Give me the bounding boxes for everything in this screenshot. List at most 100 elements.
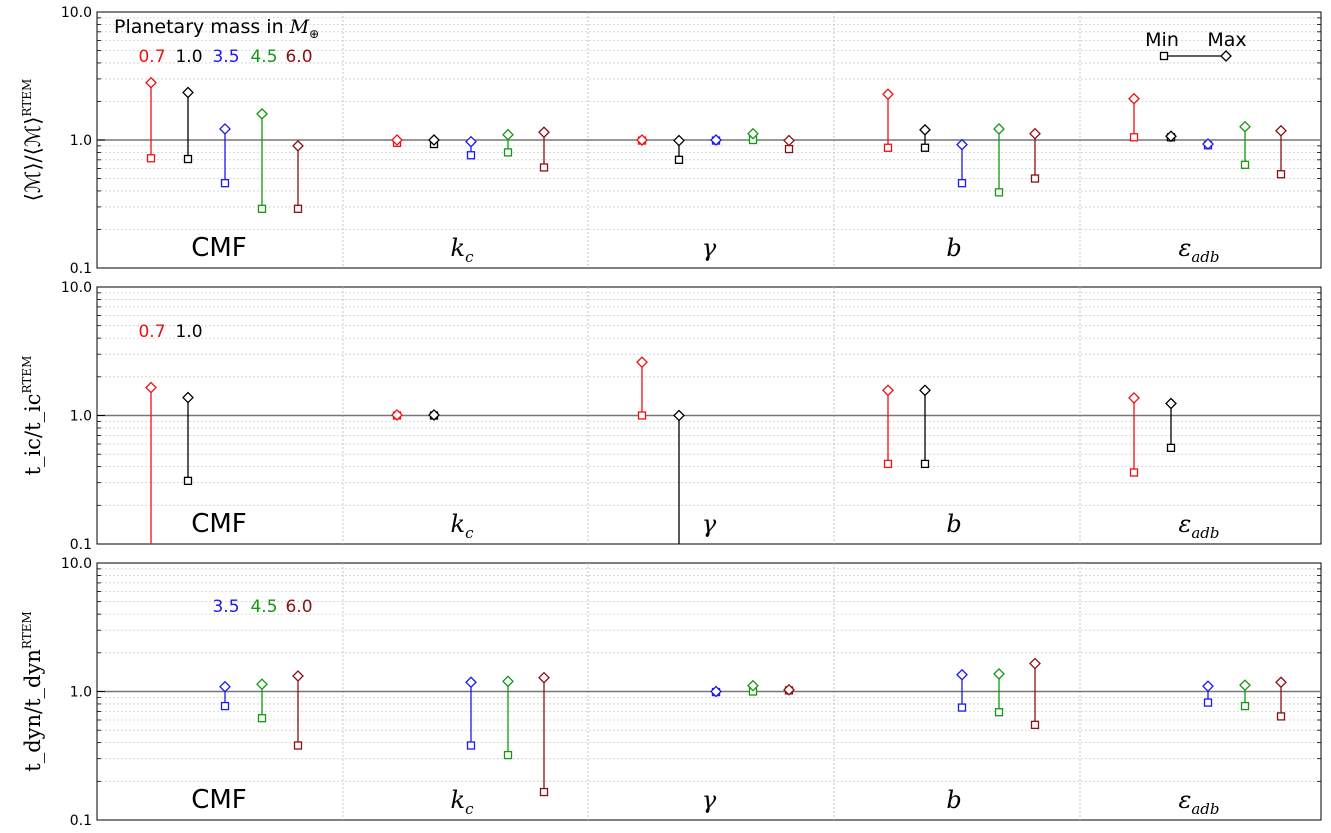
group-label-gamma: γ: [702, 786, 717, 814]
max-marker: [710, 685, 722, 698]
group-label-b: b: [946, 234, 961, 262]
mass-label-1-0: 1.0: [175, 322, 202, 342]
legend-max-label: Max: [1207, 29, 1246, 51]
max-marker: [710, 134, 722, 146]
y-tick-label: 1.0: [70, 409, 92, 425]
max-marker: [919, 384, 931, 397]
max-marker: [391, 409, 403, 421]
max-marker: [747, 679, 759, 692]
range-k-c-mass-3-5: [465, 676, 477, 750]
y-axis-label: t_ic/t_icRTEM: [20, 356, 45, 476]
range-eps-adb-mass-0-7: [1128, 392, 1140, 477]
y-tick-label: 1.0: [70, 133, 92, 149]
max-marker: [993, 123, 1005, 135]
range-cmf-mass-6-0: [292, 139, 304, 213]
group-label-k-c: kc: [451, 234, 475, 266]
max-marker: [292, 139, 304, 152]
min-marker: [503, 750, 513, 760]
group-label-cmf: CMF: [191, 509, 247, 539]
max-marker: [1165, 130, 1177, 143]
range-b-mass-6-0: [1029, 657, 1041, 730]
range-b-mass-6-0: [1029, 127, 1041, 183]
range-gamma-mass-1-0: [673, 134, 685, 164]
min-marker: [1203, 698, 1213, 707]
min-marker: [183, 476, 193, 486]
legend-min-label: Min: [1145, 29, 1179, 51]
max-marker: [145, 76, 157, 89]
max-marker: [182, 86, 194, 99]
range-k-c-mass-6-0: [538, 126, 550, 172]
range-cmf-mass-1-0: [182, 391, 194, 486]
mass-label-0-7: 0.7: [138, 47, 165, 67]
range-eps-adb-mass-0-7: [1128, 92, 1140, 142]
mass-label-6-0: 6.0: [285, 47, 312, 67]
max-marker: [292, 670, 304, 682]
min-marker: [883, 143, 893, 152]
max-marker: [956, 668, 968, 681]
min-marker: [784, 144, 794, 154]
min-marker: [994, 188, 1004, 197]
max-marker: [428, 134, 440, 146]
y-tick-label: 0.1: [70, 537, 92, 553]
y-tick-label: 0.1: [70, 261, 92, 277]
max-marker: [391, 134, 403, 146]
max-marker: [882, 88, 894, 101]
min-marker: [1240, 160, 1250, 169]
group-label-cmf: CMF: [191, 785, 247, 815]
range-cmf-mass-0-7: [145, 76, 157, 163]
max-marker: [502, 128, 514, 141]
range-gamma-mass-0-7: [636, 356, 648, 420]
min-marker: [220, 701, 230, 711]
max-marker: [182, 391, 194, 404]
panel-1: 10.0 1.0 0.1 ⟨ℳ⟩/⟨ℳ⟩RTEM CMF kc γ b εadb 0.7 1.0 3.…: [20, 5, 1322, 277]
max-marker: [956, 138, 968, 151]
max-marker: [673, 134, 685, 147]
max-marker: [1029, 657, 1041, 670]
range-eps-adb-mass-4-5: [1239, 679, 1251, 711]
range-eps-adb-mass-6-0: [1275, 676, 1287, 721]
y-axis-label: t_dyn/t_dynRTEM: [20, 611, 45, 772]
max-marker: [673, 409, 685, 422]
max-marker: [538, 671, 550, 684]
range-gamma-mass-4-5: [747, 679, 759, 696]
range-b-mass-4-5: [993, 123, 1005, 197]
panel-2: 10.0 1.0 0.1 t_ic/t_icRTEM CMF kc γ b εadb 0.7 1.0: [20, 280, 1322, 553]
y-tick-label: 1.0: [70, 685, 92, 701]
range-b-mass-3-5: [956, 138, 968, 188]
min-marker: [674, 155, 684, 164]
max-marker: [1202, 138, 1214, 150]
range-eps-adb-mass-3-5: [1202, 680, 1214, 707]
max-marker: [219, 680, 231, 693]
max-marker: [636, 356, 648, 369]
max-marker: [1128, 392, 1140, 404]
range-gamma-mass-4-5: [747, 127, 759, 145]
y-tick-label: 10.0: [61, 280, 92, 296]
range-cmf-mass-4-5: [256, 107, 268, 213]
range-k-c-mass-0-7: [391, 409, 403, 421]
range-cmf-mass-3-5: [219, 123, 231, 188]
range-k-c-mass-0-7: [391, 134, 403, 148]
min-marker: [293, 741, 303, 750]
y-tick-label: 10.0: [61, 5, 92, 21]
range-gamma-mass-0-7: [636, 134, 648, 146]
group-label-eps-adb: εadb: [1178, 786, 1219, 818]
min-marker: [257, 204, 267, 213]
max-marker: [502, 675, 514, 688]
max-marker: [428, 409, 440, 421]
range-cmf-mass-6-0: [292, 670, 304, 750]
group-label-k-c: kc: [451, 786, 475, 818]
range-b-mass-4-5: [993, 668, 1005, 717]
legend-max-marker: [1220, 50, 1232, 62]
legend-title: Planetary mass in M⊕: [114, 16, 319, 41]
min-marker: [257, 714, 267, 723]
max-marker: [1029, 127, 1041, 140]
max-marker: [636, 134, 648, 146]
range-eps-adb-mass-6-0: [1275, 124, 1287, 179]
min-marker: [539, 163, 549, 172]
max-marker: [919, 123, 931, 136]
min-marker: [920, 143, 930, 152]
min-marker: [920, 459, 930, 469]
range-gamma-mass-3-5: [710, 134, 722, 146]
min-marker: [1129, 133, 1139, 142]
range-b-mass-1-0: [919, 384, 931, 469]
